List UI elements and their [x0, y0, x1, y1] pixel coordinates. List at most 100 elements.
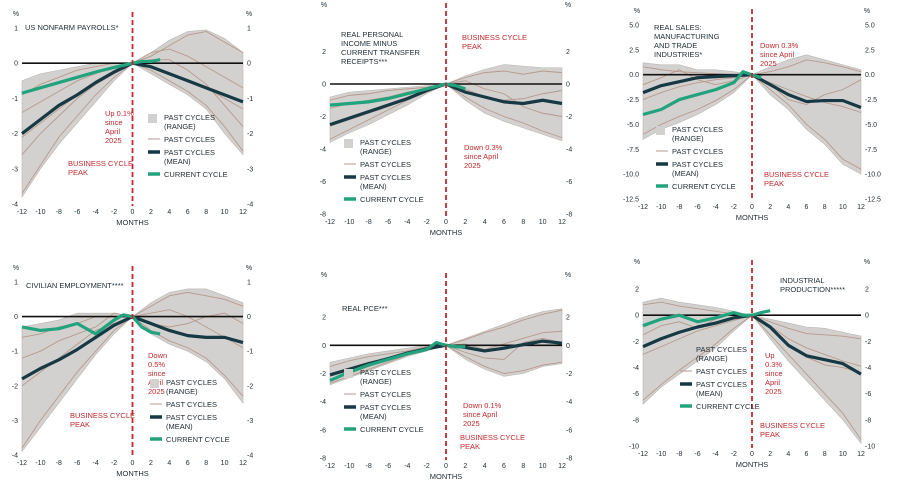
chart-title-line: REAL PCE*** [342, 304, 388, 313]
x-tick-label: -2 [731, 204, 737, 211]
change-annotation-line: since [105, 118, 123, 127]
change-annotation: Down 0.1% since April 2025 [463, 401, 502, 428]
x-tick-label: 12 [558, 463, 566, 470]
y-tick-label-right: -1 [247, 96, 253, 103]
y-tick-label-right: -4 [247, 453, 253, 460]
unit-label-left: % [321, 2, 327, 9]
legend-current-label: CURRENT CYCLE [360, 195, 424, 204]
y-tick-label-left: 2.5 [629, 47, 639, 54]
legend-range-label: PAST CYCLES (RANGE) [166, 378, 217, 396]
x-axis-label: MONTHS [430, 228, 463, 237]
chart-title-line: REAL SALES: [654, 23, 702, 32]
x-tick-label: 12 [558, 219, 566, 226]
y-tick-label-left: 1 [14, 26, 18, 33]
legend-mean-label-line: PAST CYCLES [672, 160, 723, 169]
legend-past-label: PAST CYCLES [696, 367, 747, 376]
legend-range-label: PAST CYCLES (RANGE) [696, 345, 747, 363]
business-cycle-peak-label: BUSINESS CYCLE PEAK [760, 421, 825, 439]
x-tick-label: -6 [385, 463, 391, 470]
legend-range-label-line: (RANGE) [166, 387, 198, 396]
x-tick-label: -8 [56, 460, 62, 467]
x-tick-label: -4 [404, 219, 410, 226]
x-tick-label: 12 [239, 209, 247, 216]
chart-title-line: AND TRADE [654, 41, 697, 50]
y-tick-label-left: 0.0 [629, 72, 639, 79]
chart-title-line: REAL PERSONAL [341, 30, 403, 39]
x-tick-label: 0 [750, 204, 754, 211]
x-axis-label: MONTHS [736, 213, 769, 222]
legend-past-label: PAST CYCLES [164, 135, 215, 144]
legend-mean-label-line: PAST CYCLES [164, 148, 215, 157]
x-tick-label: 2 [768, 204, 772, 211]
change-annotation-line: since [765, 369, 783, 378]
chart-panel: % % -8 -8 -6 -6 -4 -4 -2 -2 0 0 2 2 -12 -10 -8 -6 -4 -2 0 2 4 6… [320, 272, 573, 481]
change-annotation-line: Down [148, 351, 167, 360]
y-tick-label-left: -1 [12, 349, 18, 356]
legend-mean-label-line: (MEAN) [164, 157, 191, 166]
legend-mean-label: PAST CYCLES (MEAN) [166, 413, 217, 431]
y-tick-label-right: 2 [566, 49, 570, 56]
chart-title: REAL SALES: MANUFACTURING AND TRADE INDUSTR… [654, 23, 720, 59]
x-tick-label: -6 [694, 451, 700, 458]
y-tick-label-right: -6 [865, 391, 871, 398]
legend-range-label-line: (RANGE) [672, 134, 704, 143]
y-tick-label-left: -8 [320, 212, 326, 219]
y-tick-label-right: 0 [865, 313, 869, 320]
legend-current-label: CURRENT CYCLE [360, 425, 424, 434]
change-annotation-line: Up [765, 351, 775, 360]
legend-mean-label: PAST CYCLES (MEAN) [360, 403, 411, 421]
change-annotation-line: Up 0.1% [105, 109, 134, 118]
y-tick-label-left: -6 [320, 427, 326, 434]
change-annotation-line: 2025 [765, 387, 782, 396]
business-cycle-peak-label-line: PEAK [68, 168, 88, 177]
x-tick-label: 6 [186, 460, 190, 467]
y-tick-label-right: 1 [247, 280, 251, 287]
chart-title: CIVILIAN EMPLOYMENT**** [26, 281, 124, 290]
y-tick-label-right: -7.5 [865, 147, 877, 154]
chart-panel: % %-4 -4-3 -3-2 -2-1 -10 01 1-12 -10 -8 -6 -4 -2 0 2 4 6… [12, 11, 254, 227]
business-cycle-peak-label-line: BUSINESS CYCLE [760, 421, 825, 430]
y-tick-label-right: 1 [247, 26, 251, 33]
change-annotation-line: since April [464, 152, 499, 161]
x-tick-label: -4 [713, 204, 719, 211]
legend-mean-label-line: (MEAN) [360, 412, 387, 421]
chart-title: REAL PERSONAL INCOME MINUS CURRENT TRANSFE… [341, 30, 420, 66]
y-tick-label-left: -4 [633, 365, 639, 372]
y-tick-label-right: -8 [865, 417, 871, 424]
business-cycle-peak-label-line: BUSINESS CYCLE [460, 433, 525, 442]
legend-range-label: PAST CYCLES (RANGE) [672, 125, 723, 143]
y-tick-label-right: 5.0 [865, 23, 875, 30]
x-tick-label: -2 [424, 463, 430, 470]
unit-label-left: % [321, 272, 327, 279]
legend-range-label-line: PAST CYCLES [696, 345, 747, 354]
current-cycle-line [642, 70, 762, 117]
x-tick-label: -4 [713, 451, 719, 458]
business-cycle-peak-label: BUSINESS CYCLE PEAK [68, 159, 133, 177]
y-tick-label-right: 0 [247, 314, 251, 321]
x-tick-label: 4 [786, 204, 790, 211]
y-tick-label-right: 2 [566, 315, 570, 322]
chart-title-line: INDUSTRIES* [654, 50, 702, 59]
x-tick-label: -8 [366, 219, 372, 226]
x-tick-label: 10 [539, 219, 547, 226]
y-tick-label-left: -2 [12, 383, 18, 390]
x-tick-label: 4 [483, 463, 487, 470]
y-tick-label-right: -2 [865, 339, 871, 346]
x-tick-label: 8 [823, 451, 827, 458]
legend-range-swatch [344, 139, 353, 148]
legend-mean-label-line: (MEAN) [696, 389, 723, 398]
chart-title-line: INCOME MINUS [341, 39, 397, 48]
unit-label-right: % [864, 259, 870, 266]
y-tick-label-right: 0 [566, 82, 570, 89]
legend-mean-label-line: PAST CYCLES [696, 380, 747, 389]
x-tick-label: -10 [656, 204, 666, 211]
y-tick-label-left: -3 [12, 418, 18, 425]
x-tick-label: -4 [93, 209, 99, 216]
legend-mean-label-line: PAST CYCLES [166, 413, 217, 422]
unit-label-left: % [13, 265, 19, 272]
x-tick-label: 8 [823, 204, 827, 211]
